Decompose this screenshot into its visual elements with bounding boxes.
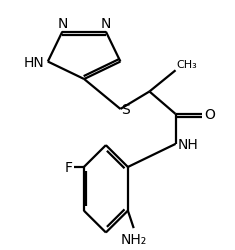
Text: S: S bbox=[121, 102, 130, 117]
Text: N: N bbox=[57, 17, 67, 31]
Text: NH: NH bbox=[178, 137, 199, 151]
Text: HN: HN bbox=[24, 55, 44, 69]
Text: N: N bbox=[101, 17, 111, 31]
Text: F: F bbox=[64, 160, 72, 174]
Text: CH₃: CH₃ bbox=[176, 60, 197, 70]
Text: NH₂: NH₂ bbox=[121, 232, 147, 246]
Text: O: O bbox=[205, 108, 215, 122]
